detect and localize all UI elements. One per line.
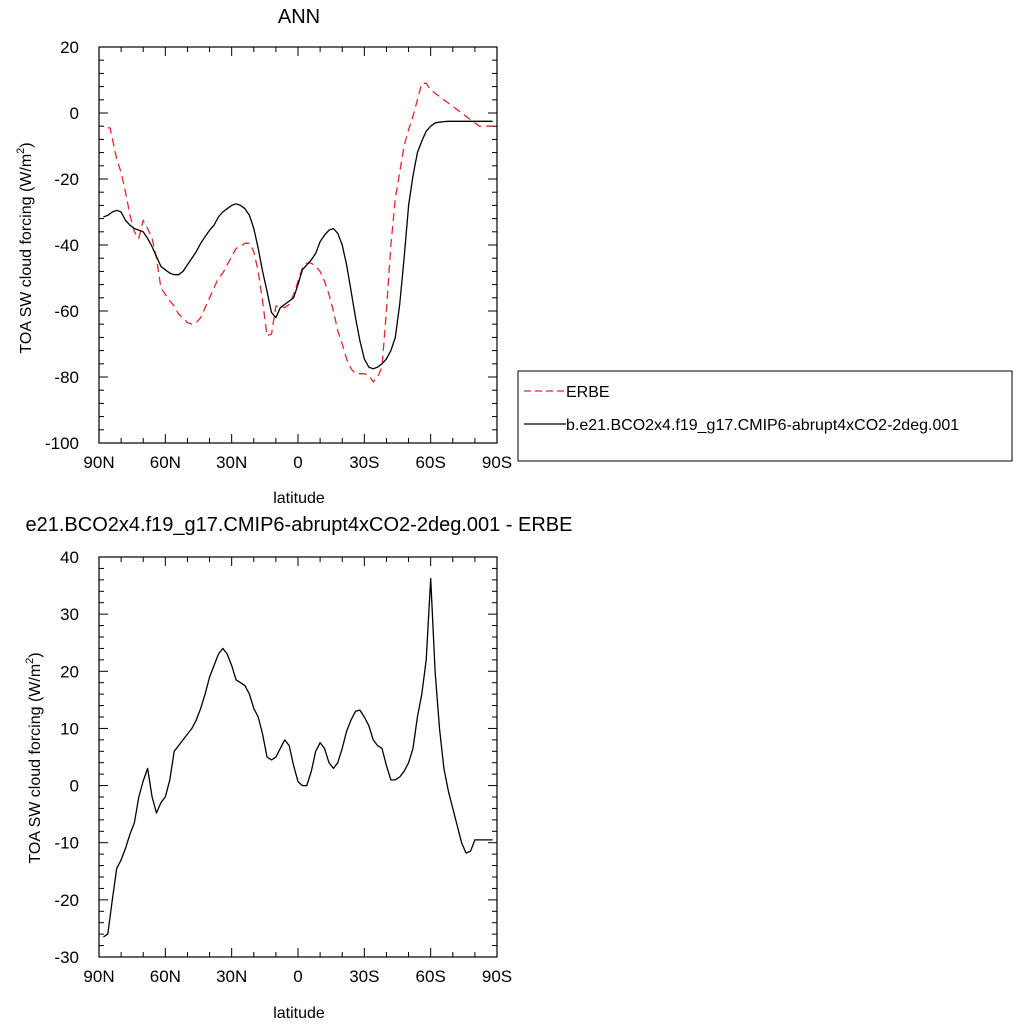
bottom-x-tick-label: 0 (293, 967, 302, 986)
bottom-y-tick-label: 0 (70, 777, 79, 796)
bottom-x-tick-label: 30N (216, 967, 247, 986)
top-plot-frame (98, 46, 498, 444)
legend-model-label: b.e21.BCO2x4.f19_g17.CMIP6-abrupt4xCO2-2… (566, 417, 959, 434)
top-y-axis-label-sup: 2 (15, 148, 27, 154)
bottom-y-tick-label: 20 (60, 662, 79, 681)
bottom-x-tick-label: 90S (482, 967, 512, 986)
bottom-y-tick-label: -30 (54, 948, 79, 967)
bottom-plot-frame (98, 556, 498, 958)
bottom-y-tick-label: -20 (54, 891, 79, 910)
bottom-y-tick-label: 40 (60, 548, 79, 567)
bottom-y-tick-label: -10 (54, 834, 79, 853)
top-y-tick-label: -20 (54, 170, 79, 189)
bottom-y-axis-label-main: TOA SW cloud forcing (W/m (27, 664, 44, 864)
top-y-axis-label-suffix: ) (18, 142, 35, 147)
top-y-tick-label: -60 (54, 302, 79, 321)
bottom-series-difference-line (103, 578, 493, 938)
bottom-plot-area: 90N 60N 30N 0 30S 60S 90S -30 -20 -10 0 10 20 30 40 (54, 548, 512, 986)
bottom-chart-title: e21.BCO2x4.f19_g17.CMIP6-abrupt4xCO2-2de… (26, 514, 573, 536)
top-x-axis-label: latitude (273, 490, 325, 507)
bottom-y-axis-label: TOA SW cloud forcing (W/m2) (24, 652, 44, 863)
top-y-axis-label-main: TOA SW cloud forcing (W/m (18, 154, 35, 354)
bottom-panel: e21.BCO2x4.f19_g17.CMIP6-abrupt4xCO2-2de… (24, 514, 572, 1022)
legend-box (517, 370, 1013, 462)
bottom-x-axis-label: latitude (273, 1005, 325, 1022)
top-x-tick-label: 60N (150, 453, 181, 472)
top-x-tick-label: 30S (349, 453, 379, 472)
bottom-x-tick-label: 60S (416, 967, 446, 986)
top-x-tick-label: 90N (83, 453, 114, 472)
bottom-y-tick-label: 10 (60, 719, 79, 738)
top-series-model-line (103, 120, 493, 370)
top-x-tick-label: 60S (416, 453, 446, 472)
top-y-tick-label: -80 (54, 368, 79, 387)
bottom-y-axis-label-sup: 2 (24, 658, 36, 664)
bottom-x-tick-label: 60N (150, 967, 181, 986)
top-plot-area: 90N 60N 30N 0 30S 60S 90S -100 -80 -60 -40 -20 0 20 (45, 38, 512, 472)
legend-erbe-label: ERBE (566, 384, 610, 401)
legend: ERBE b.e21.BCO2x4.f19_g17.CMIP6-abrupt4x… (517, 370, 1013, 462)
bottom-y-tick-label: 30 (60, 605, 79, 624)
bottom-y-axis-label-suffix: ) (27, 652, 44, 657)
top-chart-title: ANN (278, 6, 320, 28)
top-x-tick-label: 30N (216, 453, 247, 472)
top-x-tick-label: 90S (482, 453, 512, 472)
top-y-axis-label: TOA SW cloud forcing (W/m2) (15, 142, 35, 353)
top-y-tick-label: 0 (70, 104, 79, 123)
top-y-tick-label: -40 (54, 236, 79, 255)
bottom-x-tick-label: 90N (83, 967, 114, 986)
top-series-erbe-line (107, 82, 493, 383)
top-y-tick-label: 20 (60, 38, 79, 57)
top-y-tick-label: -100 (45, 434, 79, 453)
bottom-x-tick-label: 30S (349, 967, 379, 986)
top-panel: ANN 90N 60N 30N 0 30S 60S 90S -100 -80 -60 -40 -20 0… (15, 6, 512, 507)
top-x-tick-label: 0 (293, 453, 302, 472)
